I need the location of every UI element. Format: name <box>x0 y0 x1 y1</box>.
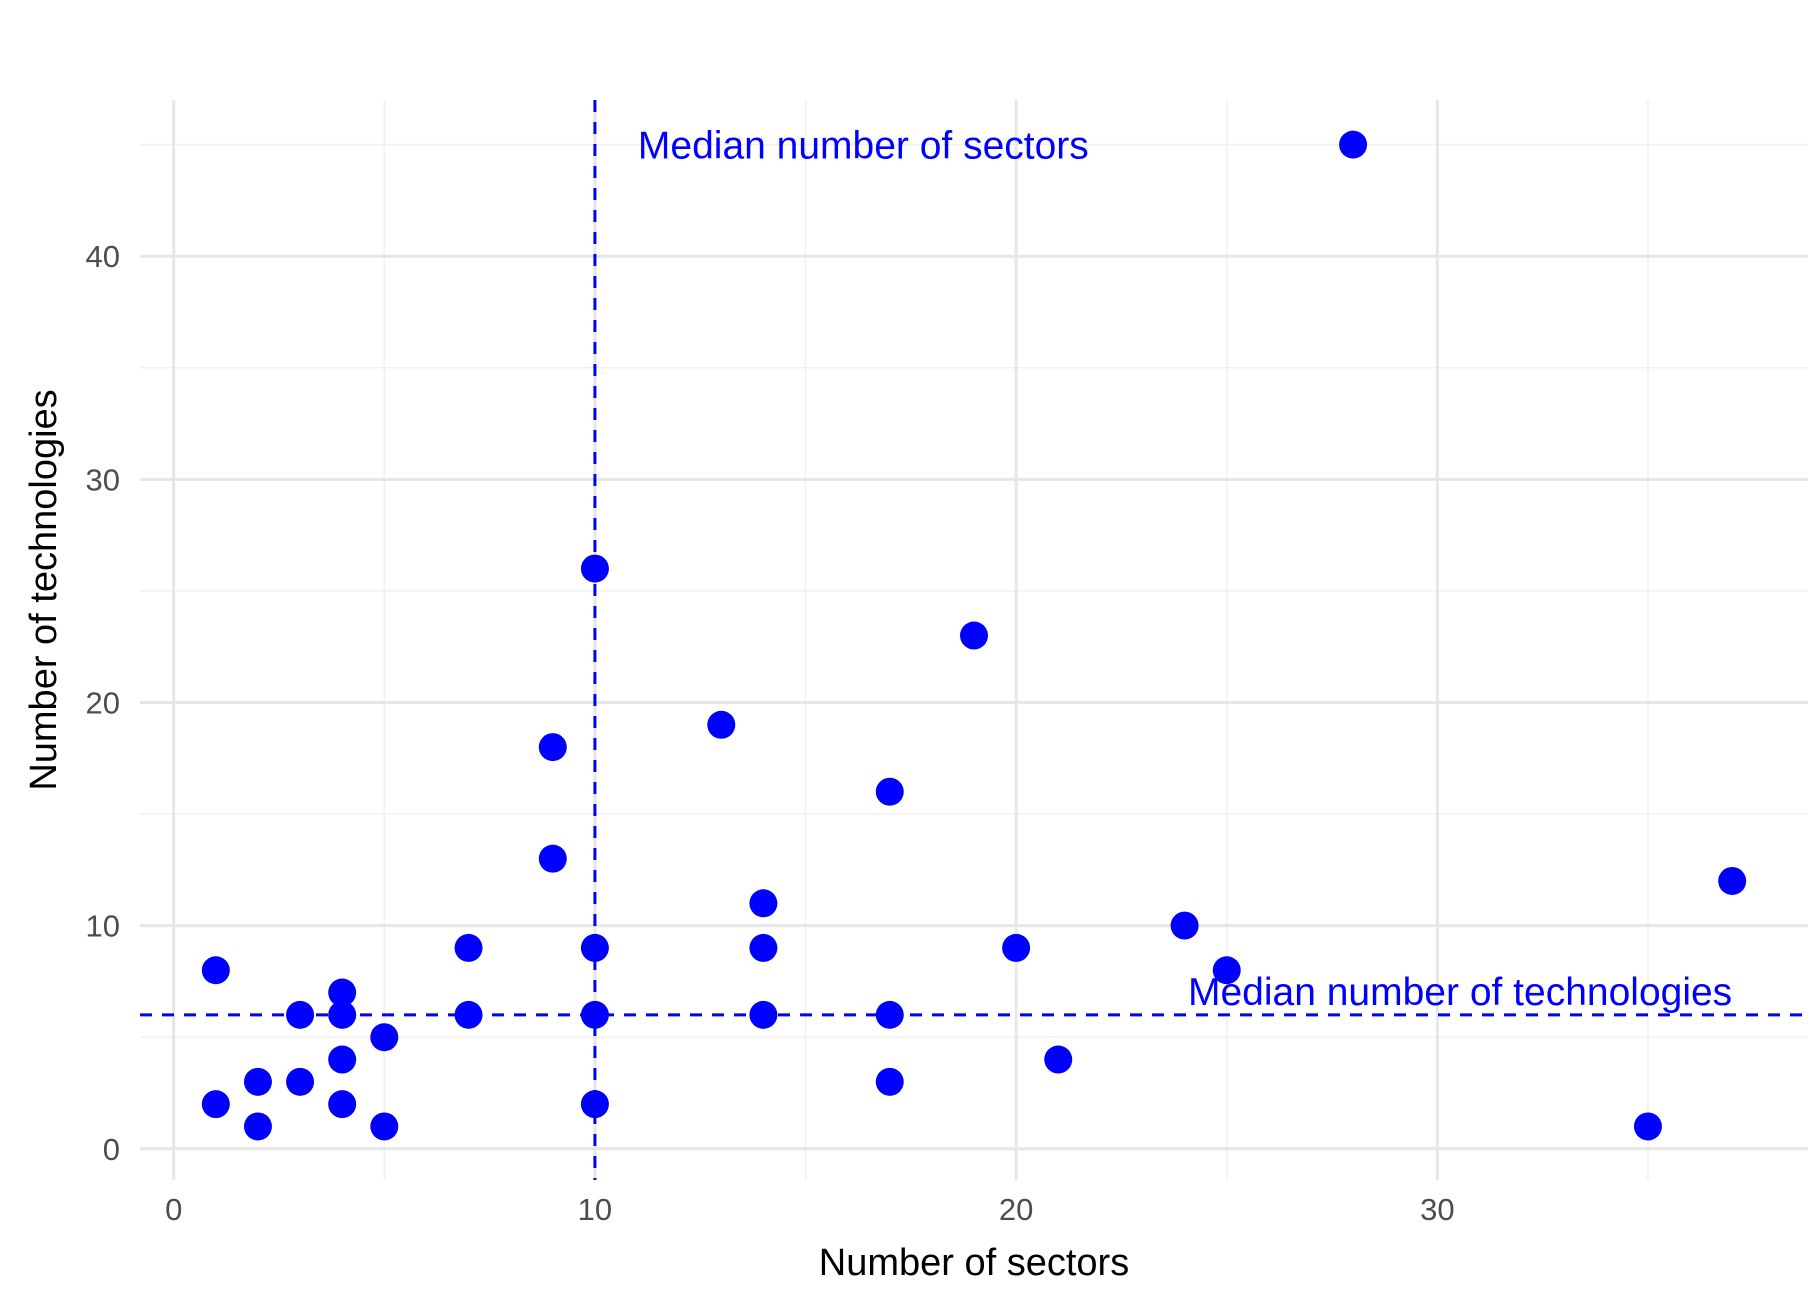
data-point <box>328 1090 357 1119</box>
data-point <box>1633 1112 1662 1141</box>
annotations: Median number of sectors Median number of… <box>638 125 1732 1014</box>
data-point <box>875 777 904 806</box>
data-point <box>580 1000 609 1029</box>
data-point <box>370 1023 399 1052</box>
data-point <box>243 1067 272 1096</box>
y-tick-label: 0 <box>103 1132 120 1167</box>
data-point <box>243 1112 272 1141</box>
data-point <box>580 1090 609 1119</box>
data-point <box>875 1067 904 1096</box>
data-point <box>538 733 567 762</box>
data-point <box>749 1000 778 1029</box>
x-tick-label: 0 <box>165 1192 182 1227</box>
x-tick-label: 20 <box>999 1192 1033 1227</box>
data-point <box>749 889 778 918</box>
y-tick-label: 40 <box>86 239 120 274</box>
data-point <box>538 844 567 873</box>
y-tick-labels: 0 10 20 30 40 <box>86 239 120 1167</box>
data-point <box>1044 1045 1073 1074</box>
data-point <box>1212 956 1241 985</box>
x-tick-labels: 0 10 20 30 <box>165 1192 1455 1227</box>
y-axis-title: Number of technologies <box>23 389 65 790</box>
data-point <box>1002 933 1031 962</box>
data-point <box>328 1000 357 1029</box>
reference-lines <box>140 100 1808 1180</box>
data-point <box>201 1090 230 1119</box>
y-tick-label: 20 <box>86 685 120 720</box>
data-point <box>707 710 736 739</box>
x-tick-label: 30 <box>1420 1192 1454 1227</box>
data-point <box>1170 911 1199 940</box>
x-axis-title: Number of sectors <box>819 1242 1129 1284</box>
data-point <box>370 1112 399 1141</box>
data-point <box>454 1000 483 1029</box>
data-point <box>1339 130 1368 159</box>
data-point <box>328 978 357 1007</box>
x-tick-label: 10 <box>578 1192 612 1227</box>
data-point <box>960 621 988 650</box>
data-point <box>1718 866 1747 895</box>
y-tick-label: 30 <box>86 462 120 497</box>
data-point <box>580 554 609 583</box>
median-technologies-label: Median number of technologies <box>1188 971 1732 1014</box>
data-point <box>328 1045 357 1074</box>
data-point <box>454 933 483 962</box>
median-sectors-label: Median number of sectors <box>638 125 1089 168</box>
data-point <box>580 933 609 962</box>
data-points <box>201 130 1747 1141</box>
data-point <box>875 1000 904 1029</box>
grid-minor <box>140 100 1808 1180</box>
data-point <box>201 956 230 985</box>
data-point <box>286 1000 315 1029</box>
data-point <box>749 933 778 962</box>
data-point <box>286 1067 315 1096</box>
y-tick-label: 10 <box>86 909 120 944</box>
